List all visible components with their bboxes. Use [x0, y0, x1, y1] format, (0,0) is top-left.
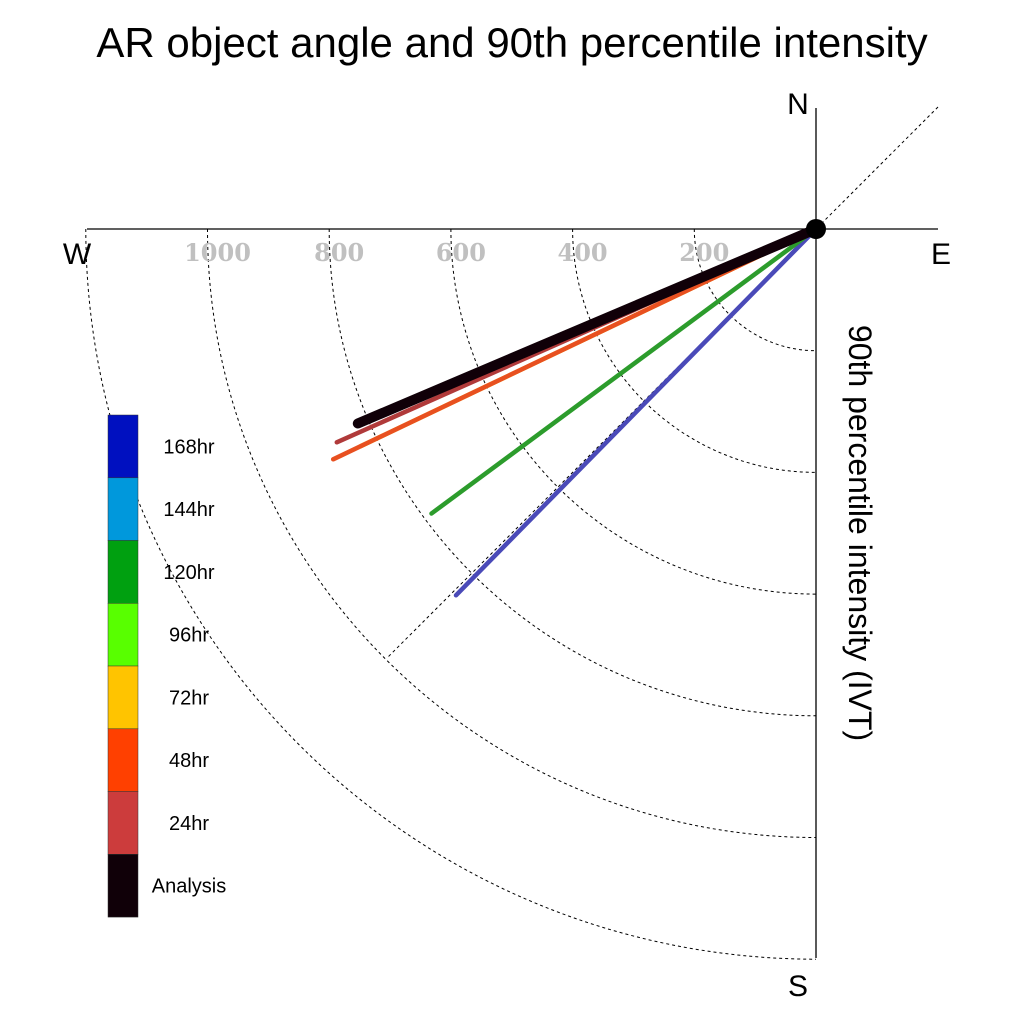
- legend-swatch-120hr: [107, 540, 139, 604]
- legend-swatch-24hr: [107, 791, 139, 855]
- grid-arc-max: [85, 228, 817, 960]
- legend-label-24hr: 24hr: [169, 813, 209, 835]
- radial-tick-400: 400: [558, 238, 608, 267]
- legend-label-analysis: Analysis: [152, 876, 226, 898]
- legend-swatch-96hr: [107, 603, 139, 667]
- grid-arc-400: [572, 228, 817, 473]
- grid-arc-200: [693, 228, 817, 352]
- intensity-vectors: [330, 224, 821, 598]
- compass-east: E: [931, 238, 951, 271]
- compass-south: S: [788, 970, 808, 1003]
- legend-label-72hr: 72hr: [169, 687, 209, 709]
- radial-tick-labels: 200 400 600 800 1000: [184, 238, 729, 267]
- compass-north: N: [787, 88, 809, 121]
- legend-label-168hr: 168hr: [163, 436, 214, 458]
- legend-swatch-144hr: [107, 477, 139, 541]
- legend-label-120hr: 120hr: [163, 562, 214, 584]
- grid-arc-600: [450, 228, 817, 595]
- legend-swatch-analysis: [107, 854, 139, 918]
- legend: 168hr 144hr 120hr 96hr 72hr 48hr 24hr Analysis: [107, 414, 226, 918]
- legend-swatch-72hr: [107, 665, 139, 730]
- chart-title: AR object angle and 90th percentile inte…: [96, 19, 927, 66]
- radial-tick-800: 800: [314, 238, 364, 267]
- y-axis-label: 90th percentile intensity (IVT): [842, 325, 878, 741]
- compass-west: W: [63, 238, 92, 271]
- polar-grid: [85, 228, 817, 960]
- grid-arc-1000: [207, 228, 817, 838]
- legend-label-48hr: 48hr: [169, 750, 209, 772]
- radial-tick-200: 200: [679, 238, 729, 267]
- vector-analysis: [352, 224, 821, 429]
- radial-tick-1000: 1000: [184, 238, 251, 267]
- grid-arc-800: [328, 228, 817, 717]
- legend-label-144hr: 144hr: [163, 499, 214, 521]
- legend-label-96hr: 96hr: [169, 625, 209, 647]
- diagonal-reference-line: [386, 106, 939, 659]
- legend-swatch-48hr: [107, 728, 139, 792]
- vector-168hr: [453, 226, 819, 598]
- legend-swatch-168hr: [107, 414, 139, 479]
- radial-tick-600: 600: [436, 238, 486, 267]
- vector-120hr: [429, 226, 819, 516]
- origin-marker: [806, 219, 826, 239]
